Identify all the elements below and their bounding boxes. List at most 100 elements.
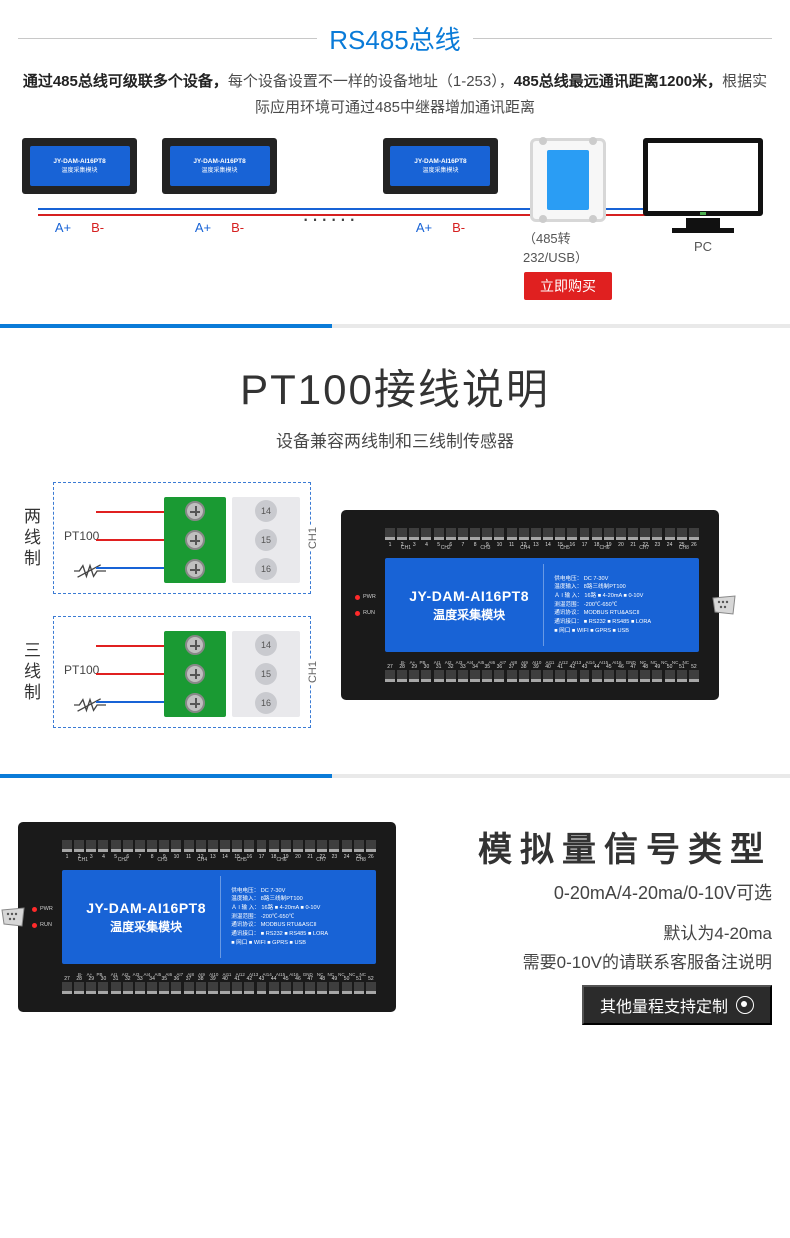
divider-left <box>18 38 317 39</box>
wiring-diagrams: 两线制 PT100 14 15 16 <box>18 482 311 728</box>
buy-button[interactable]: 立即购买 <box>524 272 612 300</box>
wire-blue <box>96 701 166 703</box>
three-wire-group: 三线制 PT100 14 15 16 <box>18 616 311 728</box>
device-panel: JY-DAM-AI16PT8 温度采集模块 供电电压： DC 7-30V 温度输… <box>385 558 699 652</box>
pin-block: 14 15 16 <box>232 497 300 583</box>
device-3: JY-DAM-AI16PT8 温度采集模块 <box>383 138 498 194</box>
pin: 15 <box>255 529 277 551</box>
device-sub: 温度采集模块 <box>61 165 97 174</box>
pc-label: PC <box>694 239 712 254</box>
device-inner: JY-DAM-AI16PT8 温度采集模块 <box>170 146 270 186</box>
ai-labels: B-A+PBAI1AI2AI3AI4AI5AI6AI7AI8AI9AI10AI1… <box>78 972 366 977</box>
wire-red <box>96 539 166 541</box>
device-inner: JY-DAM-AI16PT8 温度采集模块 <box>30 146 130 186</box>
channel-labels: CH1CH2CH3CH4CH5CH6CH7CH8 <box>401 545 689 551</box>
led-icon <box>355 595 360 600</box>
device-panel: JY-DAM-AI16PT8 温度采集模块 供电电压： DC 7-30V 温度输… <box>62 870 376 964</box>
converter-label: （485转232/USB） <box>523 228 613 266</box>
db9-connector-icon <box>709 590 739 620</box>
b-label: B- <box>452 220 465 235</box>
ai-labels: B-A+PBAI1AI2AI3AI4AI5AI6AI7AI8AI9AI10AI1… <box>401 660 689 665</box>
led-pwr: PWR <box>40 906 53 912</box>
three-wire-label: 三线制 <box>18 641 43 704</box>
device-2: JY-DAM-AI16PT8 温度采集模块 <box>162 138 277 194</box>
pt100-label: PT100 <box>64 663 99 677</box>
two-wire-label: 两线制 <box>18 507 43 570</box>
ab-labels: A+ B- <box>55 220 104 235</box>
device-sub: 温度采集模块 <box>422 165 458 174</box>
pin-block: 14 15 16 <box>232 631 300 717</box>
spec-line: 通讯协议： MODBUS RTU&ASCII <box>231 921 366 930</box>
section1-title: RS485总线 <box>329 20 461 57</box>
wire-red <box>96 511 166 513</box>
rs485-section: RS485总线 通过485总线可级联多个设备，每个设备设置不一样的设备地址（1-… <box>0 0 790 298</box>
two-wire-diagram: PT100 14 15 16 CH1 <box>53 482 311 594</box>
b-label: B- <box>231 220 244 235</box>
channel-tag: CH1 <box>307 659 319 685</box>
converter-icon <box>530 138 606 222</box>
device-stack-1: JY-DAM-AI16PT8 温度采集模块 A+ B- <box>22 138 137 235</box>
section1-title-row: RS485总线 <box>18 20 772 57</box>
spec-line: 测温范围： -200℃-650℃ <box>231 913 366 922</box>
spec-line: Ａ I 输 入： 16路 ■ 4-20mA ■ 0-10V <box>554 592 689 601</box>
bus-diagram: JY-DAM-AI16PT8 温度采集模块 A+ B- JY-DAM-AI16P… <box>18 138 772 288</box>
desc-plain1: 每个设备设置不一样的设备地址（1-253）， <box>228 73 514 90</box>
thermistor-icon <box>72 563 108 579</box>
led-icon <box>355 611 360 616</box>
section3-device: PWR RUN 12345678910111213141516171819202… <box>18 822 398 1012</box>
section2-subtitle: 设备兼容两线制和三线制传感器 <box>18 427 772 452</box>
spec-line: Ａ I 输 入： 16路 ■ 4-20mA ■ 0-10V <box>231 904 366 913</box>
ab-labels: A+ B- <box>195 220 244 235</box>
db9-connector-icon <box>0 902 28 932</box>
led-run: RUN <box>40 922 52 928</box>
channel-tag: CH1 <box>307 525 319 551</box>
pt100-label: PT100 <box>64 529 99 543</box>
device-1: JY-DAM-AI16PT8 温度采集模块 <box>22 138 137 194</box>
spec-line: 温度输入： 8路三线制PT100 <box>231 895 366 904</box>
spec-line: 温度输入： 8路三线制PT100 <box>554 583 689 592</box>
led-icon <box>32 907 37 912</box>
section3-line2: 默认为4-20ma <box>428 919 772 944</box>
spec-line: 测温范围： -200℃-650℃ <box>554 601 689 610</box>
a-label: A+ <box>195 220 211 235</box>
pin: 14 <box>255 634 277 656</box>
device-model-sub: 温度采集模块 <box>110 918 182 935</box>
three-wire-diagram: PT100 14 15 16 CH1 <box>53 616 311 728</box>
pc-stack: PC <box>638 138 768 254</box>
device-sub: 温度采集模块 <box>201 165 237 174</box>
spec-line: 通讯协议： MODBUS RTU&ASCII <box>554 609 689 618</box>
pin: 15 <box>255 663 277 685</box>
led-icon <box>32 923 37 928</box>
spec-line: 通讯接口： ■ RS232 ■ RS485 ■ LORA <box>231 930 366 939</box>
b-label: B- <box>91 220 104 235</box>
spec-line: ■ 网口 ■ WIFI ■ GPRS ■ USB <box>231 939 366 948</box>
divider-right <box>473 38 772 39</box>
monitor-icon <box>643 138 763 216</box>
device-specs: 供电电压： DC 7-30V 温度输入： 8路三线制PT100 Ａ I 输 入：… <box>220 876 366 958</box>
ab-labels: A+ B- <box>416 220 465 235</box>
pin: 16 <box>255 558 277 580</box>
headset-icon <box>736 996 754 1014</box>
device-model: JY-DAM-AI16PT8 <box>414 158 466 165</box>
a-label: A+ <box>416 220 432 235</box>
top-terminals <box>385 528 699 540</box>
wire-blue <box>96 567 166 569</box>
device-illustration: PWR RUN 12345678910111213141516171819202… <box>341 510 719 700</box>
device-stack-2: JY-DAM-AI16PT8 温度采集模块 A+ B- <box>162 138 277 235</box>
section3-line3: 需要0-10V的请联系客服备注说明 <box>428 948 772 973</box>
screw-terminal-icon <box>164 497 226 583</box>
wiring-row: 两线制 PT100 14 15 16 <box>18 482 772 728</box>
device-model: JY-DAM-AI16PT8 <box>193 158 245 165</box>
ellipsis-icon: ······ <box>302 206 358 232</box>
device-model: JY-DAM-AI16PT8 <box>53 158 105 165</box>
led-pwr: PWR <box>363 594 376 600</box>
device-stack-3: JY-DAM-AI16PT8 温度采集模块 A+ B- <box>383 138 498 235</box>
spec-line: 供电电压： DC 7-30V <box>554 575 689 584</box>
device-leds: PWR RUN <box>32 906 53 928</box>
screw-terminal-icon <box>164 631 226 717</box>
customize-button[interactable]: 其他量程支持定制 <box>582 985 772 1025</box>
device-leds: PWR RUN <box>355 594 376 616</box>
spec-line: 供电电压： DC 7-30V <box>231 887 366 896</box>
two-wire-group: 两线制 PT100 14 15 16 <box>18 482 311 594</box>
pt100-section: PT100接线说明 设备兼容两线制和三线制传感器 两线制 PT100 <box>0 328 790 748</box>
